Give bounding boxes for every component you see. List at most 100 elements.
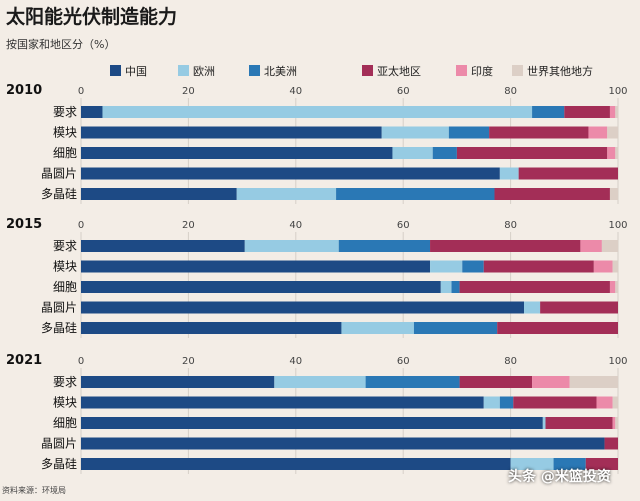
- legend-swatch-4: [456, 65, 467, 76]
- bar-segment: [459, 376, 533, 388]
- tick-label: 0: [78, 86, 84, 97]
- bar-segment: [336, 188, 495, 200]
- bar-segment: [448, 126, 490, 139]
- tick-label: 100: [608, 220, 627, 231]
- tick-label: 40: [289, 220, 302, 231]
- bar-segment: [462, 260, 484, 273]
- bar-segment: [564, 106, 610, 118]
- bar-segment: [593, 260, 613, 273]
- bar-segment: [81, 458, 511, 470]
- bar-segment: [81, 301, 525, 314]
- category-label: 模块: [53, 260, 77, 274]
- bar-segment: [81, 437, 605, 450]
- bar-segment: [81, 281, 441, 293]
- legend-label-3: 亚太地区: [377, 65, 421, 78]
- legend-swatch-3: [362, 65, 373, 76]
- tick-label: 20: [182, 86, 195, 97]
- tick-label: 40: [289, 86, 302, 97]
- bar-segment: [81, 106, 103, 118]
- category-label: 多晶硅: [41, 457, 77, 471]
- watermark: 头条 @米篮投资: [508, 469, 611, 485]
- legend-swatch-5: [512, 65, 523, 76]
- bar-segment: [609, 106, 616, 118]
- bar-segment: [341, 322, 414, 334]
- bar-segment: [451, 281, 460, 293]
- chart-subtitle: 按国家和地区分（%）: [6, 38, 116, 51]
- bar-segment: [365, 376, 460, 388]
- bar-segment: [244, 240, 339, 252]
- bar-segment: [540, 301, 618, 314]
- bar-segment: [553, 458, 586, 470]
- bar-segment: [274, 376, 366, 388]
- bar-segment: [81, 322, 342, 334]
- bar-segment: [483, 396, 500, 409]
- bar-segment: [392, 147, 433, 159]
- legend-label-0: 中国: [125, 65, 147, 78]
- tick-label: 80: [504, 356, 517, 367]
- bar-segment: [338, 240, 431, 252]
- tick-label: 0: [78, 356, 84, 367]
- bar-segment: [81, 126, 382, 139]
- tick-label: 60: [397, 356, 410, 367]
- bar-segment: [81, 167, 500, 180]
- bar-segment: [612, 417, 616, 429]
- bar-segment: [615, 417, 618, 429]
- bar-segment: [601, 240, 618, 252]
- bar-segment: [585, 458, 618, 470]
- bar-segment: [81, 188, 237, 200]
- tick-label: 40: [289, 356, 302, 367]
- bar-segment: [81, 396, 484, 409]
- bar-segment: [545, 417, 613, 429]
- bar-segment: [489, 126, 589, 139]
- chart-legend: 中国 欧洲 北美洲 亚太地区 印度 世界其他地方: [110, 64, 593, 78]
- bar-segment: [483, 260, 594, 273]
- tick-label: 100: [608, 86, 627, 97]
- category-label: 要求: [53, 375, 77, 389]
- bar-segment: [609, 281, 616, 293]
- bar-segment: [532, 376, 570, 388]
- bar-segment: [580, 240, 602, 252]
- panel-year-label: 2015: [6, 217, 42, 232]
- bar-segment: [81, 260, 431, 273]
- bar-segment: [612, 396, 618, 409]
- bar-segment: [432, 147, 457, 159]
- bar-segment: [497, 322, 618, 334]
- legend-swatch-1: [178, 65, 189, 76]
- bar-segment: [381, 126, 449, 139]
- bar-segment: [607, 147, 616, 159]
- bar-segment: [510, 458, 554, 470]
- source-note: 资料来源：环境局: [2, 486, 66, 495]
- category-label: 要求: [53, 239, 77, 253]
- bar-segment: [588, 126, 608, 139]
- bar-segment: [102, 106, 533, 118]
- bar-segment: [542, 417, 546, 429]
- bar-segment: [494, 188, 610, 200]
- panel-year-label: 2021: [6, 353, 42, 368]
- bar-segment: [430, 260, 463, 273]
- category-label: 晶圆片: [41, 167, 77, 181]
- category-label: 多晶硅: [41, 321, 77, 335]
- bar-segment: [81, 417, 543, 429]
- tick-label: 80: [504, 86, 517, 97]
- bar-segment: [532, 106, 565, 118]
- bar-segment: [456, 147, 608, 159]
- bar-segment: [430, 240, 581, 252]
- bar-segment: [81, 147, 393, 159]
- bar-segment: [609, 188, 618, 200]
- bar-segment: [604, 437, 618, 450]
- chart-title: 太阳能光伏制造能力: [6, 6, 178, 28]
- bar-segment: [569, 376, 618, 388]
- category-label: 多晶硅: [41, 187, 77, 201]
- bar-segment: [440, 281, 452, 293]
- category-label: 模块: [53, 126, 77, 140]
- bar-segment: [518, 167, 618, 180]
- bar-segment: [596, 396, 613, 409]
- bar-segment: [499, 396, 514, 409]
- tick-label: 100: [608, 356, 627, 367]
- tick-label: 60: [397, 86, 410, 97]
- bar-segment: [499, 167, 519, 180]
- category-label: 模块: [53, 396, 77, 410]
- bar-segment: [615, 281, 618, 293]
